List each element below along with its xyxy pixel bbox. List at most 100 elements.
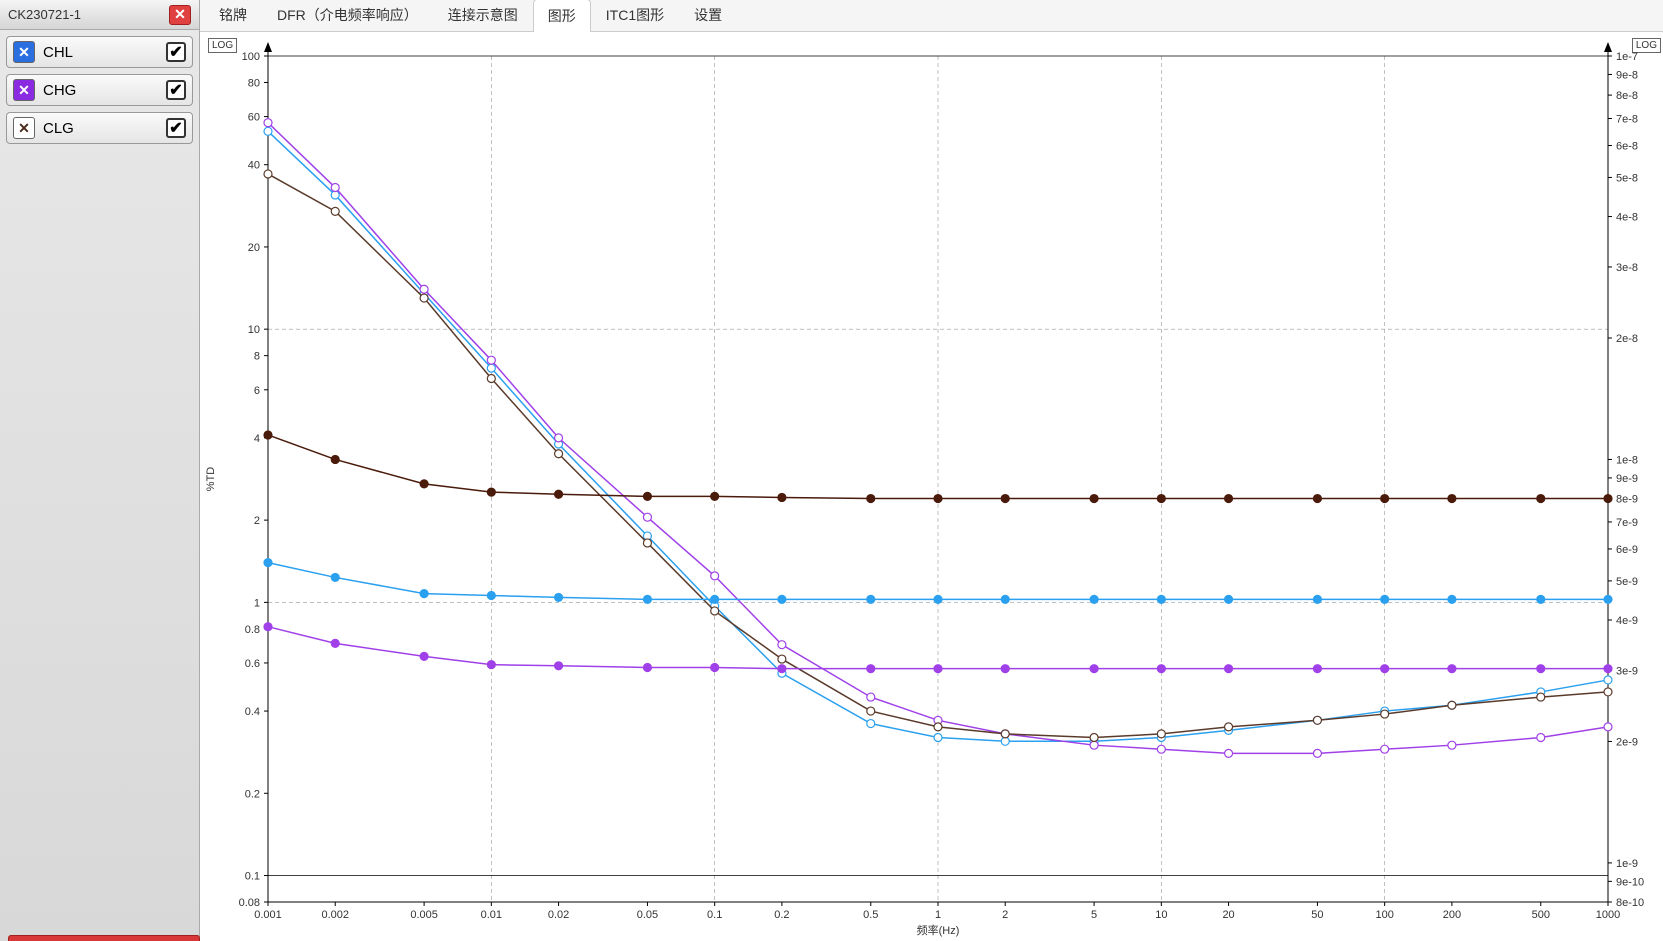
x-tick-label: 500 — [1532, 909, 1550, 921]
legend-item-chl[interactable]: ✕CHL✔ — [6, 36, 193, 68]
y2-tick-label: 4e-8 — [1616, 212, 1638, 224]
y-tick-label: 4 — [254, 433, 260, 445]
y-axis-title: %TD — [205, 467, 217, 492]
series-marker — [711, 607, 719, 615]
x-tick-label: 0.002 — [321, 909, 349, 921]
y-tick-label: 10 — [248, 324, 260, 336]
series-marker — [1157, 730, 1165, 738]
series-marker — [555, 450, 563, 458]
series-marker — [1313, 595, 1321, 603]
series-marker — [1001, 495, 1009, 503]
y-tick-label: 60 — [248, 112, 260, 124]
series-marker — [1313, 749, 1321, 757]
series-marker — [934, 734, 942, 742]
series-marker — [643, 492, 651, 500]
series-marker — [420, 294, 428, 302]
series-marker — [1001, 730, 1009, 738]
series-marker — [778, 655, 786, 663]
series-marker — [1225, 665, 1233, 673]
series-marker — [778, 493, 786, 501]
series-marker — [264, 170, 272, 178]
x-tick-label: 0.5 — [863, 909, 878, 921]
legend-swatch-icon: ✕ — [13, 79, 35, 101]
series-marker — [1604, 595, 1612, 603]
y2-tick-label: 8e-10 — [1616, 897, 1644, 909]
close-icon[interactable]: ✕ — [169, 5, 191, 25]
series-marker — [331, 639, 339, 647]
y2-tick-label: 4e-9 — [1616, 615, 1638, 627]
series-marker — [1537, 693, 1545, 701]
legend-item-clg[interactable]: ✕ CLG ✔ — [6, 112, 193, 144]
series-marker — [1381, 495, 1389, 503]
series-marker — [643, 664, 651, 672]
x-tick-label: 0.01 — [481, 909, 502, 921]
legend-swatch-icon: ✕ — [13, 41, 35, 63]
series-marker — [420, 480, 428, 488]
y2-tick-label: 6e-9 — [1616, 544, 1638, 556]
x-tick-label: 0.005 — [410, 909, 438, 921]
y2-axis-arrow-icon — [1604, 42, 1612, 52]
bottom-red-strip — [8, 935, 200, 941]
series-marker — [264, 119, 272, 127]
tab-5[interactable]: 设置 — [679, 0, 737, 31]
series-marker — [487, 364, 495, 372]
right-pane: 铭牌DFR（介电频率响应）连接示意图图形ITC1图形设置 LOG LOG 0.0… — [200, 0, 1663, 941]
legend-item-chg[interactable]: ✕CHG✔ — [6, 74, 193, 106]
y2-tick-label: 9e-10 — [1616, 876, 1644, 888]
legend-checkbox[interactable]: ✔ — [166, 42, 186, 62]
x-tick-label: 0.05 — [637, 909, 658, 921]
series-marker — [1157, 595, 1165, 603]
legend-checkbox[interactable]: ✔ — [166, 80, 186, 100]
x-tick-label: 5 — [1091, 909, 1097, 921]
series-marker — [487, 661, 495, 669]
y2-tick-label: 7e-9 — [1616, 517, 1638, 529]
y-tick-label: 1 — [254, 597, 260, 609]
series-marker — [1157, 495, 1165, 503]
series-marker — [1381, 595, 1389, 603]
series-marker — [1381, 665, 1389, 673]
tab-2[interactable]: 连接示意图 — [433, 0, 533, 31]
series-marker — [1604, 495, 1612, 503]
tab-3[interactable]: 图形 — [533, 0, 591, 32]
series-marker — [867, 495, 875, 503]
series-marker — [487, 488, 495, 496]
series-marker — [867, 707, 875, 715]
y2-tick-label: 1e-7 — [1616, 51, 1638, 63]
series-marker — [1604, 723, 1612, 731]
series-marker — [711, 492, 719, 500]
y2-tick-label: 7e-8 — [1616, 113, 1638, 125]
y2-tick-label: 2e-9 — [1616, 736, 1638, 748]
y-tick-label: 0.8 — [245, 624, 260, 636]
tabstrip: 铭牌DFR（介电频率响应）连接示意图图形ITC1图形设置 — [200, 0, 1663, 32]
series-marker — [778, 641, 786, 649]
series-marker — [867, 595, 875, 603]
series-marker — [1313, 665, 1321, 673]
series-marker — [1604, 665, 1612, 673]
x-tick-label: 0.001 — [254, 909, 282, 921]
y2-tick-label: 5e-9 — [1616, 576, 1638, 588]
series-marker — [331, 184, 339, 192]
y2-tick-label: 9e-8 — [1616, 69, 1638, 81]
y-tick-label: 2 — [254, 515, 260, 527]
sidebar-header: CK230721-1 ✕ — [0, 0, 199, 30]
x-tick-label: 200 — [1443, 909, 1461, 921]
series-marker — [1001, 737, 1009, 745]
tab-1[interactable]: DFR（介电频率响应） — [262, 0, 433, 31]
series-marker — [1090, 734, 1098, 742]
y-tick-label: 40 — [248, 160, 260, 172]
legend-label: CLG — [43, 120, 158, 137]
legend-swatch-icon: ✕ — [13, 117, 35, 139]
file-title: CK230721-1 — [8, 7, 81, 22]
legend-checkbox[interactable]: ✔ — [166, 118, 186, 138]
chart-area: LOG LOG 0.0010.0020.0050.010.020.050.10.… — [200, 32, 1663, 941]
series-marker — [1537, 734, 1545, 742]
series-marker — [711, 572, 719, 580]
x-tick-label: 50 — [1311, 909, 1323, 921]
series-marker — [1381, 745, 1389, 753]
series-marker — [934, 723, 942, 731]
tab-4[interactable]: ITC1图形 — [591, 0, 679, 31]
series-marker — [643, 539, 651, 547]
series-marker — [778, 595, 786, 603]
x-tick-label: 0.2 — [774, 909, 789, 921]
tab-0[interactable]: 铭牌 — [204, 0, 262, 31]
